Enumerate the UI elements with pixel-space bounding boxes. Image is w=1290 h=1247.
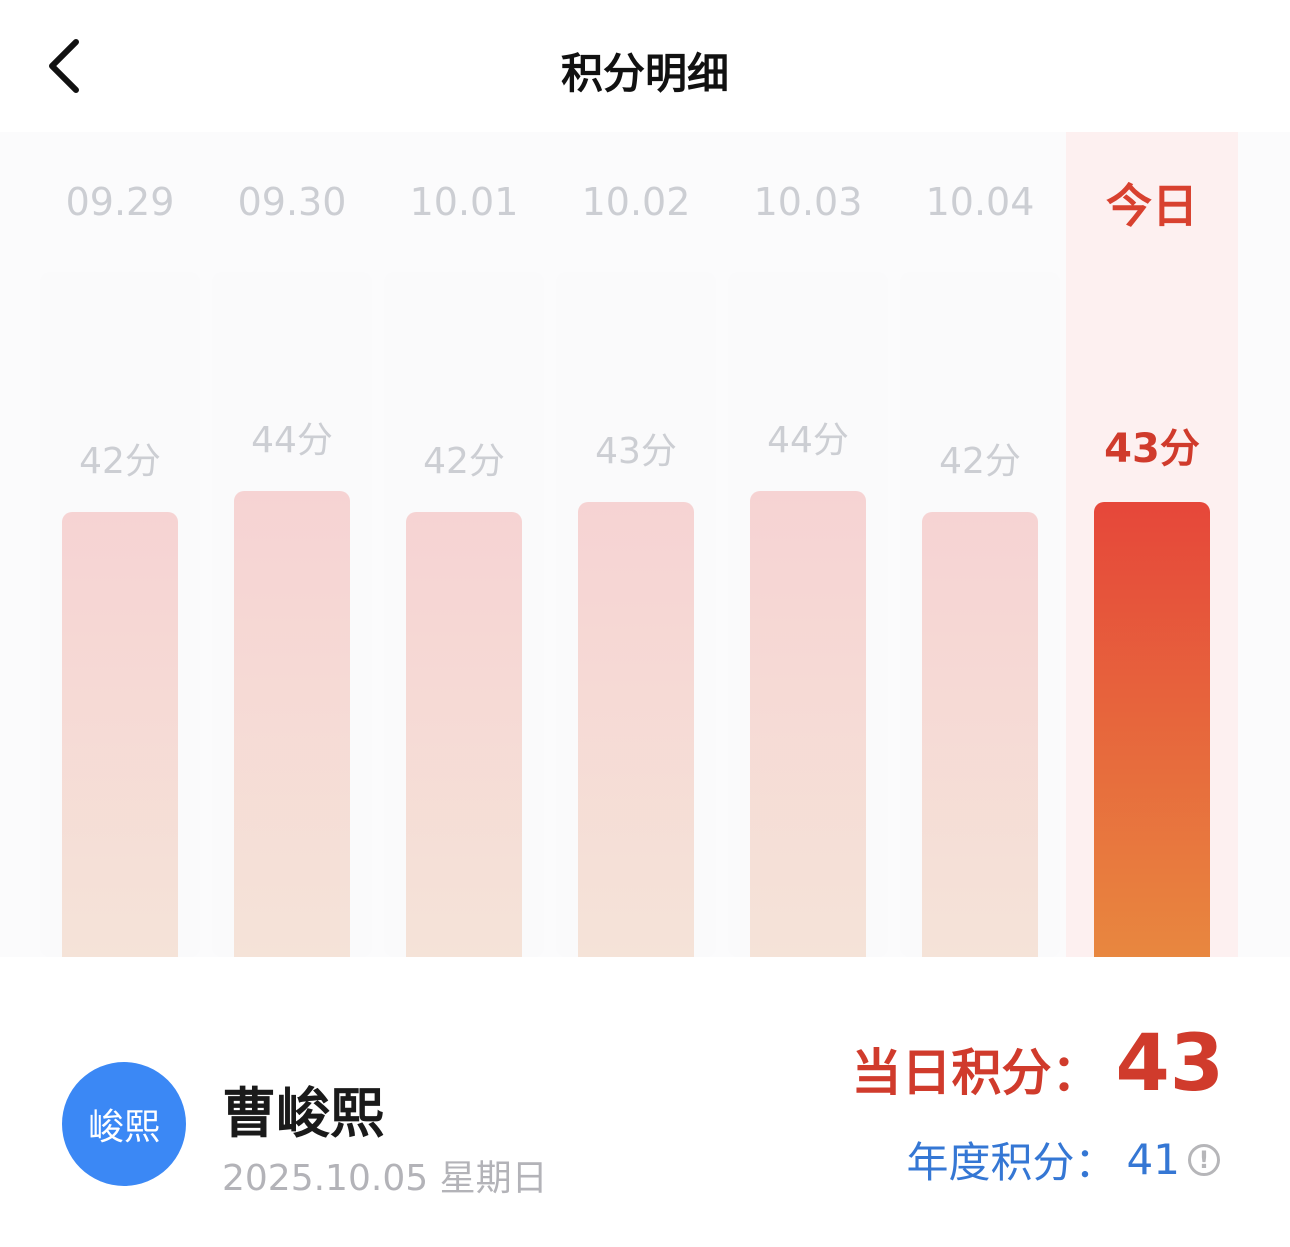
yearly-score-value: 41	[1126, 1135, 1180, 1184]
score-summary: 峻熙 曹峻熙 2025.10.05 星期日 当日积分： 43 年度积分： 41 …	[0, 957, 1290, 1247]
yearly-score-label: 年度积分：	[906, 1138, 1117, 1187]
chart-column-5[interactable]: 10.04 42分	[894, 132, 1066, 957]
date-tick-label: 10.03	[753, 180, 863, 224]
bar	[922, 512, 1038, 957]
bar	[406, 512, 522, 957]
score-bar-chart[interactable]: 09.29 42分 09.30 44分 10.01 42分 10.02 43分 10.03 44分…	[0, 132, 1290, 957]
info-circle-icon[interactable]: !	[1188, 1143, 1220, 1176]
bar-value-label: 42分	[423, 441, 505, 482]
chart-column-6[interactable]: 今日 43分	[1066, 132, 1238, 957]
bar	[62, 512, 178, 957]
date-tick-label: 10.02	[581, 180, 691, 224]
user-name: 曹峻熙	[222, 1082, 384, 1145]
bar	[1094, 501, 1210, 957]
date-tick-label: 09.30	[237, 180, 347, 224]
bar-value-label: 43分	[1104, 425, 1200, 472]
bar	[578, 501, 694, 957]
bar-value-label: 42分	[939, 441, 1021, 482]
chart-column-partial	[0, 132, 6, 957]
chart-column-3[interactable]: 10.02 43分	[550, 132, 722, 957]
daily-score-value: 43	[1115, 1019, 1224, 1109]
bar	[234, 491, 350, 957]
date-tick-label: 10.01	[409, 180, 519, 224]
date-tick-label: 10.04	[925, 180, 1035, 224]
yearly-score: 年度积分： 41 !	[907, 1129, 1220, 1190]
chart-column-1[interactable]: 09.30 44分	[206, 132, 378, 957]
nav-bar: 积分明细	[0, 0, 1290, 132]
bar	[750, 491, 866, 957]
avatar: 峻熙	[62, 1062, 186, 1186]
bar-value-label: 43分	[595, 430, 677, 472]
bar-value-label: 44分	[767, 420, 849, 461]
bar-value-label: 42分	[79, 441, 161, 482]
chart-column-2[interactable]: 10.01 42分	[378, 132, 550, 957]
back-button[interactable]	[40, 36, 90, 96]
date-tick-label: 今日	[1106, 179, 1198, 233]
page-title: 积分明细	[560, 49, 729, 98]
daily-score-label: 当日积分：	[851, 1044, 1102, 1102]
chart-column-4[interactable]: 10.03 44分	[722, 132, 894, 957]
bar-value-label: 44分	[251, 420, 333, 461]
chart-column-0[interactable]: 09.29 42分	[34, 132, 206, 957]
daily-score: 当日积分： 43	[851, 1019, 1224, 1109]
chevron-left-icon	[49, 39, 79, 93]
date-label: 2025.10.05 星期日	[222, 1158, 548, 1199]
date-tick-label: 09.29	[65, 180, 175, 224]
